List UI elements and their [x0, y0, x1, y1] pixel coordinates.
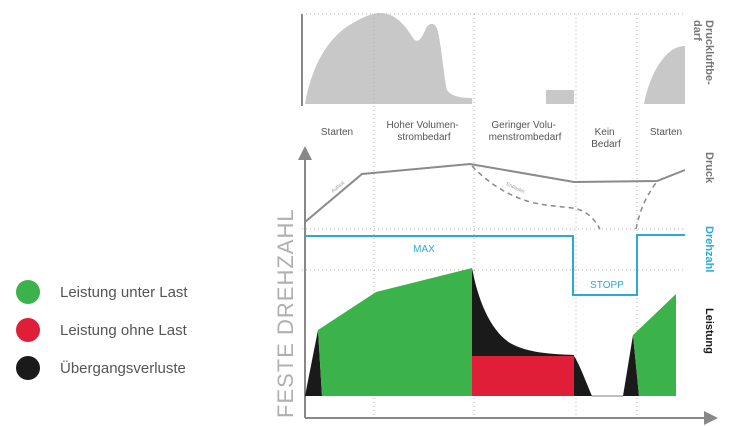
- phase-label-3: Kein Bedarf: [591, 127, 621, 150]
- no-load-area: [472, 356, 574, 396]
- phase-label-2: Geringer Volu- menstrombedarf: [489, 120, 562, 143]
- under-load-area-1: [318, 268, 472, 396]
- demand-low-block: [546, 90, 574, 104]
- speed-line: [305, 234, 685, 296]
- right-label-speed: Drehzahl: [703, 226, 715, 272]
- speed-label-max: MAX: [413, 244, 435, 255]
- green-circle-icon: [16, 280, 40, 304]
- speed-label-stop: STOPP: [590, 280, 624, 291]
- y-axis-arrow: [298, 146, 312, 160]
- loss-transition-2: [574, 356, 592, 396]
- pressure-rise-dashed: [635, 181, 658, 230]
- right-label-power: Leistung: [703, 308, 715, 354]
- legend-label: Leistung ohne Last: [60, 321, 187, 339]
- right-label-demand: Druckluftbe- darf: [691, 20, 715, 88]
- right-label-pressure: Druck: [703, 152, 715, 184]
- phase-labels: Starten Hoher Volumen- strombedarf Gerin…: [321, 120, 682, 150]
- loss-transition-1: [472, 268, 574, 356]
- under-load-area-2: [633, 294, 676, 396]
- legend-item-no-load: Leistung ohne Last: [16, 318, 188, 342]
- power-areas: [305, 268, 676, 397]
- phase-label-1: Hoher Volumen- strombedarf: [386, 120, 461, 143]
- demand-restart-shape: [644, 46, 685, 104]
- loss-start-2: [623, 335, 639, 396]
- main-axes: [298, 146, 718, 425]
- y-axis-label: FESTE DREHZAHL: [273, 208, 298, 418]
- demand-high-shape: [305, 13, 472, 104]
- phase-label-4: Starten: [650, 127, 682, 138]
- legend-label: Übergangsverluste: [60, 359, 186, 377]
- pressure-drop-dashed: [471, 165, 601, 230]
- black-circle-icon: [16, 356, 40, 380]
- tiny-label-load: Auflast: [330, 180, 346, 195]
- x-axis-arrow: [704, 411, 718, 425]
- legend-label: Leistung unter Last: [60, 283, 188, 301]
- speed-line-group: MAX STOPP: [305, 234, 685, 296]
- loss-start-1: [305, 330, 322, 396]
- pressure-line: [304, 162, 686, 223]
- legend-item-losses: Übergangsverluste: [16, 356, 188, 380]
- red-circle-icon: [16, 318, 40, 342]
- legend: Leistung unter Last Leistung ohne Last Ü…: [16, 280, 188, 380]
- right-labels: Druckluftbe- darf Druck Drehzahl Leistun…: [691, 20, 715, 354]
- pressure-lines: Auflast Entlastet: [304, 162, 686, 230]
- phase-label-0: Starten: [321, 127, 353, 138]
- legend-item-under-load: Leistung unter Last: [16, 280, 188, 304]
- demand-area: [301, 13, 685, 106]
